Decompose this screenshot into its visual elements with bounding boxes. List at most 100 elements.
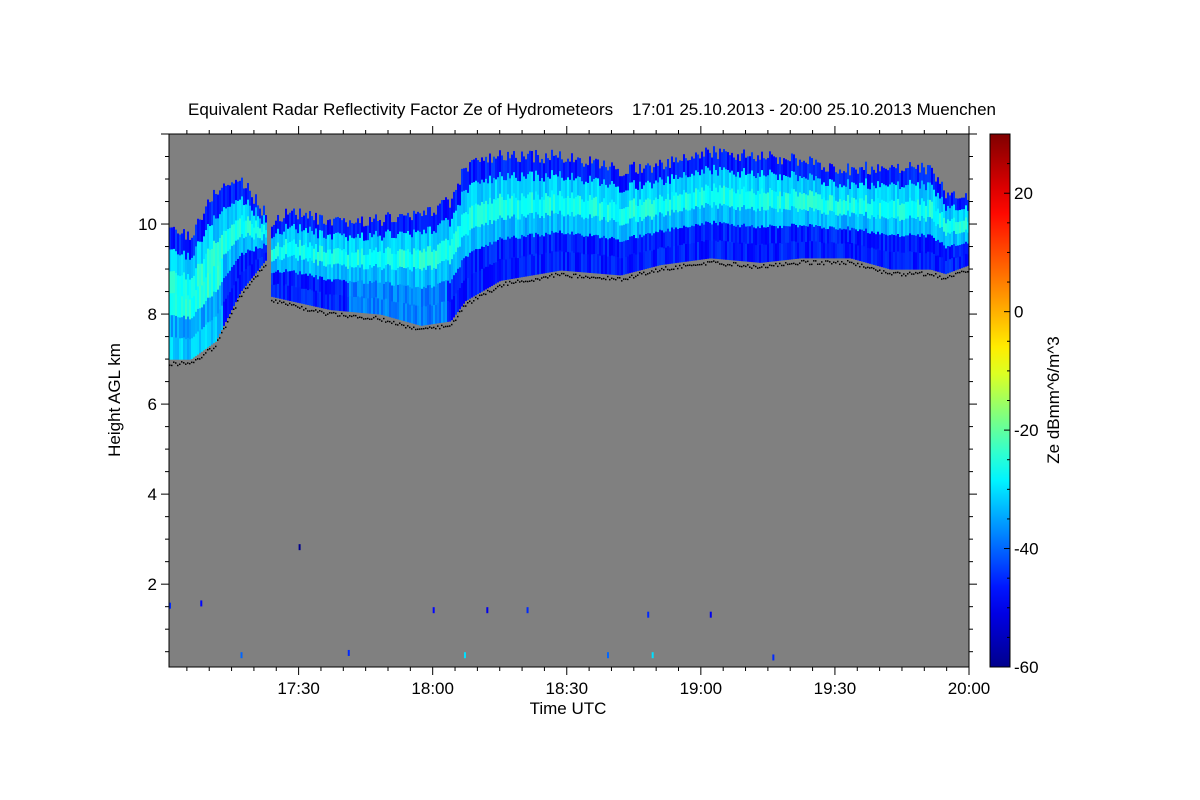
radar-cell — [533, 199, 535, 220]
radar-cell — [339, 233, 341, 250]
radar-cell — [763, 175, 765, 194]
radar-cell — [317, 251, 319, 267]
radar-cell — [311, 290, 313, 306]
cloud-base-point — [249, 283, 251, 286]
radar-cell — [455, 231, 457, 253]
radar-cell — [285, 254, 287, 270]
radar-cell — [929, 234, 931, 253]
radar-cell — [381, 284, 383, 301]
radar-cell — [841, 215, 843, 231]
radar-cell — [825, 229, 827, 245]
radar-cell — [227, 295, 229, 319]
radar-cell — [911, 200, 913, 219]
radar-cell — [423, 305, 425, 326]
radar-cell — [485, 244, 487, 268]
radar-cell — [343, 233, 345, 250]
radar-cell — [457, 204, 459, 227]
radar-cell — [681, 211, 683, 229]
radar-cell — [889, 184, 891, 202]
radar-cell — [259, 218, 261, 229]
radar-cell — [707, 240, 709, 259]
radar-cell — [907, 235, 909, 253]
radar-cell — [459, 205, 461, 227]
radar-cell — [695, 241, 697, 261]
radar-cell — [601, 219, 603, 239]
radar-cell — [773, 208, 775, 227]
radar-cell — [871, 231, 873, 249]
radar-cell — [937, 192, 939, 210]
radar-cell — [819, 210, 821, 227]
radar-cell — [355, 222, 357, 239]
radar-cell — [829, 210, 831, 227]
radar-cell — [361, 296, 363, 313]
colorbar: 200-20-40-60 — [989, 133, 1039, 677]
radar-cell — [927, 199, 929, 218]
cloud-base-point — [465, 305, 467, 307]
radar-cell — [175, 229, 177, 252]
radar-cell — [443, 240, 445, 262]
radar-cell — [337, 294, 339, 311]
radar-cell — [797, 211, 799, 228]
cloud-base-point — [921, 271, 923, 273]
radar-cell — [329, 234, 331, 250]
radar-cell — [719, 203, 721, 223]
radar-cell — [517, 238, 519, 259]
cloud-base-point — [657, 270, 659, 273]
radar-cell — [517, 258, 519, 278]
cloud-base-point — [703, 262, 705, 264]
radar-cell — [885, 201, 887, 219]
radar-cell — [763, 192, 765, 211]
radar-cell — [449, 245, 451, 265]
cloud-base-point — [199, 358, 201, 360]
radar-cell — [397, 267, 399, 286]
cloud-base-point — [477, 297, 479, 300]
radar-cell — [247, 199, 249, 217]
radar-cell — [673, 162, 675, 180]
radar-cell — [723, 204, 725, 223]
radar-cell — [823, 242, 825, 259]
radar-cell — [277, 214, 279, 230]
radar-cell — [249, 190, 251, 207]
radar-cell — [673, 178, 675, 197]
radar-cell — [831, 164, 833, 181]
radar-cell — [305, 212, 307, 229]
radar-cell — [829, 179, 831, 196]
radar-cell — [585, 181, 587, 201]
radar-cell — [967, 210, 969, 223]
radar-cell — [659, 229, 661, 248]
radar-cell — [861, 245, 863, 262]
radar-cell — [405, 285, 407, 305]
radar-cell — [535, 212, 537, 234]
radar-cell — [873, 248, 875, 265]
radar-cell — [393, 222, 395, 239]
radar-cell — [297, 288, 299, 303]
radar-cell — [751, 188, 753, 208]
radar-cell — [505, 219, 507, 241]
radar-cell — [407, 285, 409, 305]
radar-cell — [785, 226, 787, 244]
radar-cell — [305, 228, 307, 244]
radar-cell — [329, 294, 331, 310]
radar-cell — [751, 206, 753, 226]
radar-cell — [853, 197, 855, 214]
radar-cell — [905, 201, 907, 220]
radar-cell — [205, 253, 207, 278]
radar-cell — [543, 163, 545, 183]
radar-cell — [661, 230, 663, 249]
radar-cell — [305, 258, 307, 275]
radar-cell — [345, 222, 347, 238]
radar-cell — [203, 259, 205, 283]
radar-cell — [407, 303, 409, 323]
radar-cell — [743, 149, 745, 169]
radar-cell — [881, 183, 883, 201]
radar-cell — [819, 162, 821, 180]
radar-cell — [317, 279, 319, 294]
radar-cell — [201, 219, 203, 243]
radar-cell — [183, 250, 185, 273]
radar-cell — [421, 270, 423, 290]
radar-cell — [561, 196, 563, 216]
radar-cell — [675, 174, 677, 194]
radar-cell — [181, 254, 183, 276]
cloud-base-point — [475, 296, 477, 299]
radar-cell — [243, 254, 245, 272]
